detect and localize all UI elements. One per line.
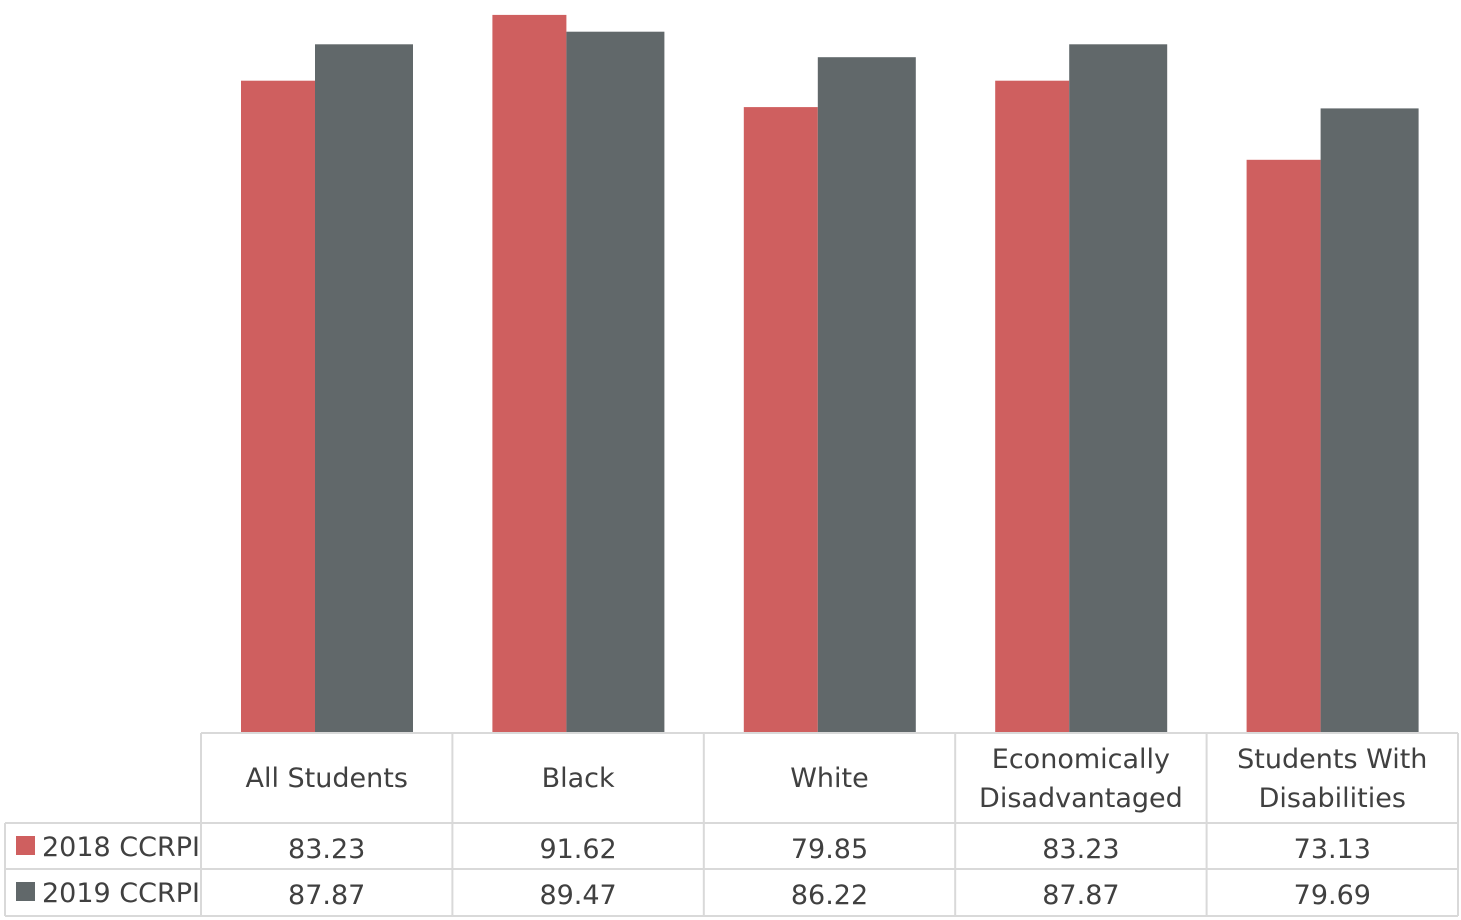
data-label-2018-ccrpi-economically-disadvantaged: 83.23 [1042, 834, 1119, 865]
bar-2018-ccrpi-economically-disadvantaged [995, 80, 1070, 733]
legend-key-2019-ccrpi [16, 882, 35, 901]
bars-group [241, 14, 1419, 734]
bar-2019-ccrpi-students-with-disabilities [1320, 108, 1419, 733]
data-label-2019-ccrpi-economically-disadvantaged: 87.87 [1042, 880, 1119, 911]
data-table-text: All Students Black White Economically Disadv… [16, 744, 1427, 911]
legend-key-2018-ccrpi [16, 836, 35, 855]
category-label-all-students: All Students [245, 763, 407, 794]
data-label-2019-ccrpi-white: 86.22 [791, 880, 868, 911]
bar-2018-ccrpi-students-with-disabilities [1246, 159, 1321, 734]
data-label-2019-ccrpi-all-students: 87.87 [288, 880, 365, 911]
category-label-white: White [790, 763, 869, 794]
bar-2019-ccrpi-economically-disadvantaged [1069, 44, 1168, 734]
legend-label-2018-ccrpi: 2018 CCRPI [42, 832, 200, 863]
data-label-2018-ccrpi-white: 79.85 [791, 834, 868, 865]
category-label-students-with-disabilities-line1: Students With [1237, 744, 1427, 775]
bar-2019-ccrpi-all-students [315, 44, 413, 734]
legend-label-2019-ccrpi: 2019 CCRPI [42, 878, 200, 909]
bar-2018-ccrpi-white [743, 107, 818, 734]
data-label-2018-ccrpi-black: 91.62 [539, 834, 616, 865]
data-table-grid [4, 732, 1459, 917]
data-label-2018-ccrpi-students-with-disabilities: 73.13 [1294, 834, 1371, 865]
data-label-2019-ccrpi-black: 89.47 [539, 880, 616, 911]
data-label-2018-ccrpi-all-students: 83.23 [288, 834, 365, 865]
category-label-economically-disadvantaged-line1: Economically [992, 744, 1170, 775]
bar-2018-ccrpi-black [492, 14, 567, 733]
category-label-students-with-disabilities-line2: Disabilities [1259, 783, 1406, 814]
bar-2018-ccrpi-all-students [241, 80, 315, 733]
category-label-economically-disadvantaged-line2: Disadvantaged [979, 783, 1183, 814]
bar-2019-ccrpi-white [817, 57, 916, 733]
data-label-2019-ccrpi-students-with-disabilities: 79.69 [1294, 880, 1371, 911]
category-label-black: Black [542, 763, 615, 794]
bar-2019-ccrpi-black [566, 31, 665, 733]
